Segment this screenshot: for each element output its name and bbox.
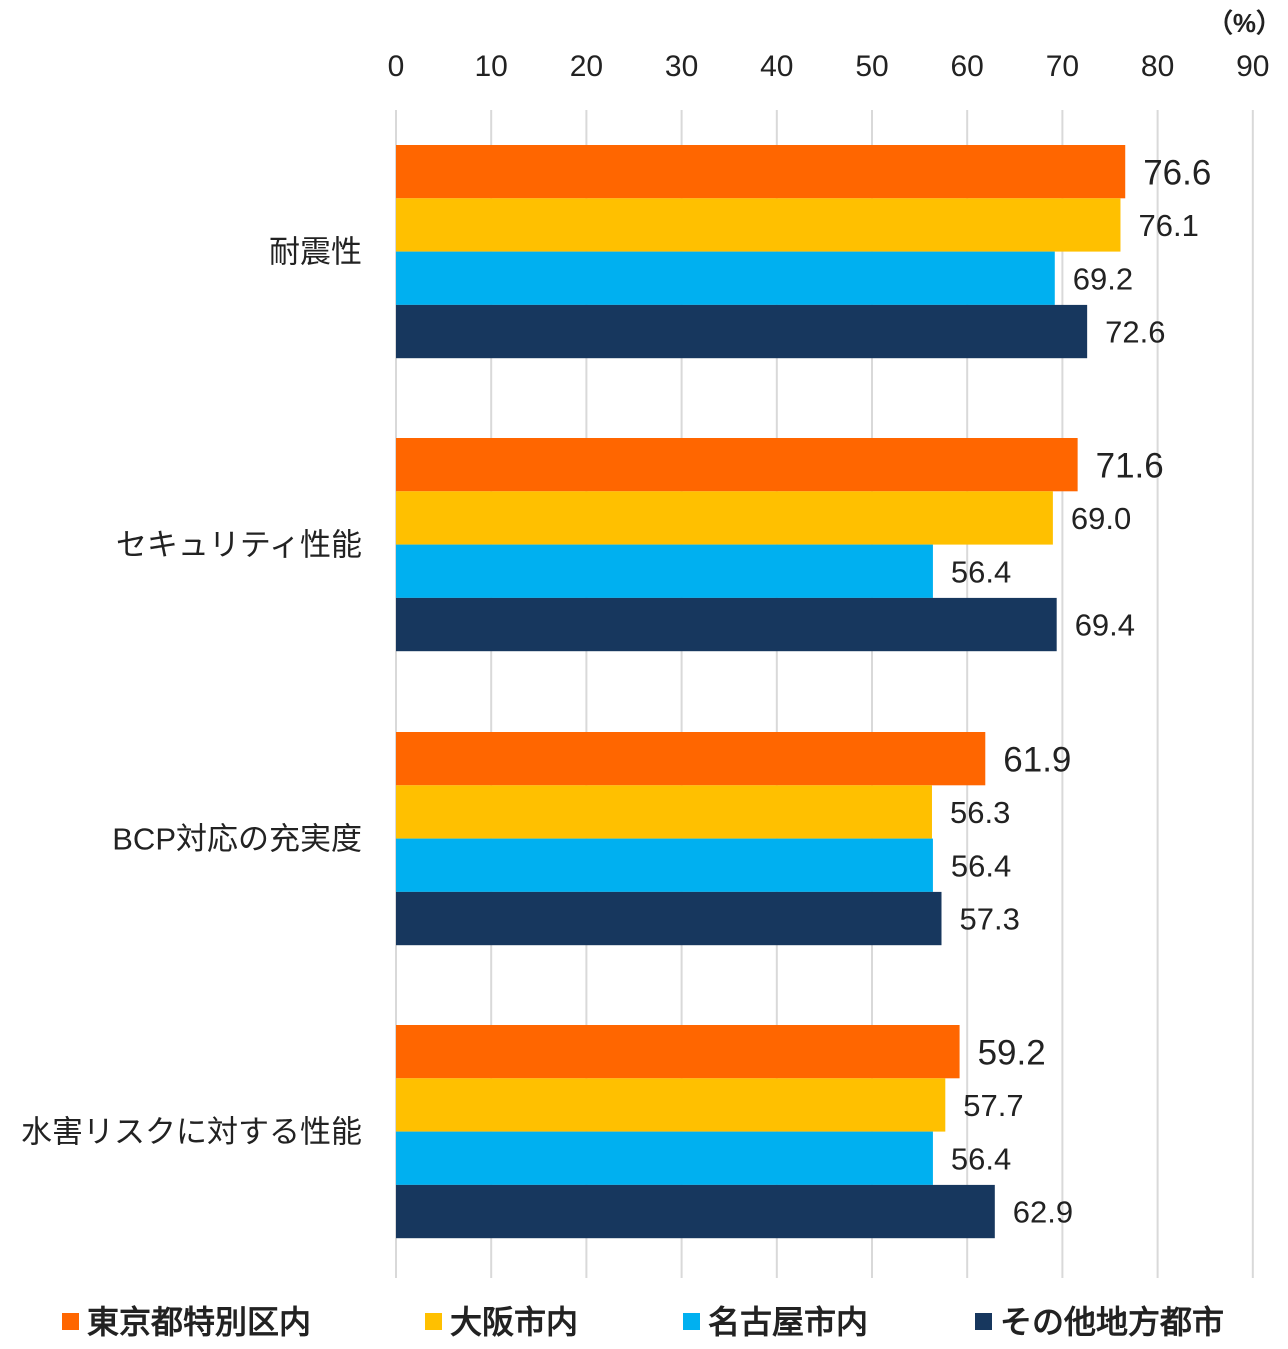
value-label: 59.2 bbox=[978, 1033, 1046, 1072]
legend: 東京都特別区内 大阪市内 名古屋市内 その他地方都市 bbox=[62, 1304, 1224, 1340]
category-label: セキュリティ性能 bbox=[116, 528, 362, 563]
x-tick-label: 30 bbox=[665, 50, 698, 83]
x-axis-ticks: 0 10 20 30 40 50 60 70 80 90 bbox=[388, 50, 1270, 83]
x-tick-label: 50 bbox=[855, 50, 888, 83]
bar bbox=[396, 251, 1055, 305]
category-label: BCP対応の充実度 bbox=[112, 822, 362, 857]
bar bbox=[396, 785, 932, 839]
legend-label: 大阪市内 bbox=[450, 1304, 578, 1340]
bar bbox=[396, 544, 933, 598]
value-label: 76.1 bbox=[1138, 208, 1198, 243]
category-label: 耐震性 bbox=[269, 235, 362, 270]
bar bbox=[396, 732, 986, 786]
x-tick-label: 60 bbox=[951, 50, 984, 83]
value-label: 76.6 bbox=[1143, 153, 1211, 192]
legend-swatch bbox=[975, 1313, 992, 1330]
value-label: 57.3 bbox=[959, 902, 1019, 937]
bar bbox=[396, 1131, 933, 1185]
legend-label: その他地方都市 bbox=[1000, 1304, 1224, 1340]
unit-label: （%） bbox=[1207, 8, 1282, 38]
value-label: 69.4 bbox=[1075, 608, 1135, 643]
value-label: 57.7 bbox=[963, 1088, 1023, 1123]
legend-label: 東京都特別区内 bbox=[87, 1304, 311, 1340]
x-tick-label: 90 bbox=[1236, 50, 1269, 83]
value-label: 61.9 bbox=[1003, 740, 1071, 779]
legend-label: 名古屋市内 bbox=[708, 1304, 868, 1340]
value-label: 56.4 bbox=[951, 1141, 1011, 1176]
bar bbox=[396, 1184, 995, 1239]
value-label: 62.9 bbox=[1013, 1195, 1073, 1230]
value-label: 69.2 bbox=[1073, 261, 1133, 296]
value-label: 56.4 bbox=[951, 848, 1011, 883]
value-label: 72.6 bbox=[1105, 315, 1165, 350]
bar bbox=[396, 838, 933, 892]
x-tick-label: 20 bbox=[570, 50, 603, 83]
category-label: 水害リスクに対する性能 bbox=[21, 1115, 362, 1150]
legend-swatch bbox=[425, 1313, 442, 1330]
bar bbox=[396, 198, 1121, 252]
x-tick-label: 70 bbox=[1046, 50, 1079, 83]
x-tick-label: 10 bbox=[475, 50, 508, 83]
bar bbox=[396, 1078, 946, 1132]
x-tick-label: 40 bbox=[760, 50, 793, 83]
bar bbox=[396, 597, 1057, 652]
x-tick-label: 80 bbox=[1141, 50, 1174, 83]
value-label: 56.3 bbox=[950, 795, 1010, 830]
bar bbox=[396, 438, 1078, 492]
x-tick-label: 0 bbox=[388, 50, 405, 83]
value-label: 56.4 bbox=[951, 554, 1011, 589]
bar bbox=[396, 1025, 960, 1079]
bar bbox=[396, 304, 1088, 359]
bar bbox=[396, 891, 942, 946]
bars bbox=[396, 145, 1126, 1239]
legend-swatch bbox=[62, 1313, 79, 1330]
bar bbox=[396, 145, 1126, 199]
value-label: 71.6 bbox=[1096, 446, 1164, 485]
bar bbox=[396, 491, 1053, 545]
legend-swatch bbox=[683, 1313, 700, 1330]
value-label: 69.0 bbox=[1071, 501, 1131, 536]
value-labels: 76.6 76.169.2 72.6 71.6 69.0 56.4 69.4 61.9 56.3… bbox=[950, 153, 1211, 1229]
